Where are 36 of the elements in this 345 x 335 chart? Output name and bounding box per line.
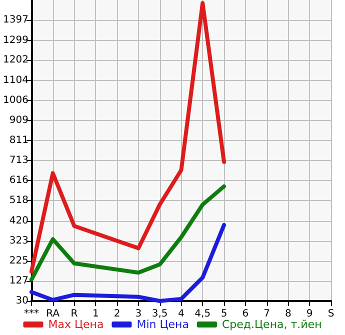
x-tick-label: *** (24, 308, 39, 320)
y-tick-label: 518 (9, 195, 28, 206)
x-tick-label: RA (46, 308, 60, 320)
x-tick-label: 3 (135, 308, 142, 320)
legend-label: Сред.Цена, т.йен (222, 318, 322, 331)
y-tick-label: 811 (9, 135, 28, 146)
y-tick-label: 127 (9, 276, 28, 287)
x-tick-label: 3,5 (152, 308, 168, 320)
x-tick-label: S (328, 308, 334, 320)
x-tick-label: 4 (178, 308, 184, 320)
x-tick-label: 4,5 (194, 308, 211, 320)
x-tick-label: 1 (92, 308, 99, 320)
legend-label: Min Цена (136, 318, 189, 331)
y-tick-label: 909 (9, 114, 28, 126)
x-tick-label: 5 (220, 308, 228, 320)
x-tick-label: 6 (242, 308, 249, 320)
x-tick-label: 8 (285, 308, 292, 320)
y-tick-label: 225 (9, 255, 28, 266)
line-series (29, 184, 226, 282)
y-tick-label: 30 (16, 296, 28, 306)
y-tick-label: 1397 (2, 14, 28, 26)
x-tick-label: 9 (306, 308, 313, 320)
y-tick-label: 1104 (2, 74, 28, 86)
y-tick-label: 420 (9, 215, 28, 226)
y-tick-label: 1006 (2, 94, 28, 106)
line-series (29, 1, 226, 274)
y-tick-label: 713 (9, 155, 28, 166)
y-tick-label: 1299 (2, 34, 28, 46)
x-tick-label: 7 (264, 308, 270, 320)
legend-label: Max Цена (48, 318, 104, 331)
y-tick-label: 323 (9, 235, 28, 246)
y-tick-label: 1202 (2, 54, 28, 66)
line-series (29, 222, 226, 303)
y-tick-label: 616 (9, 175, 28, 186)
x-tick-label: R (70, 308, 78, 320)
x-tick-label: 2 (114, 308, 120, 320)
